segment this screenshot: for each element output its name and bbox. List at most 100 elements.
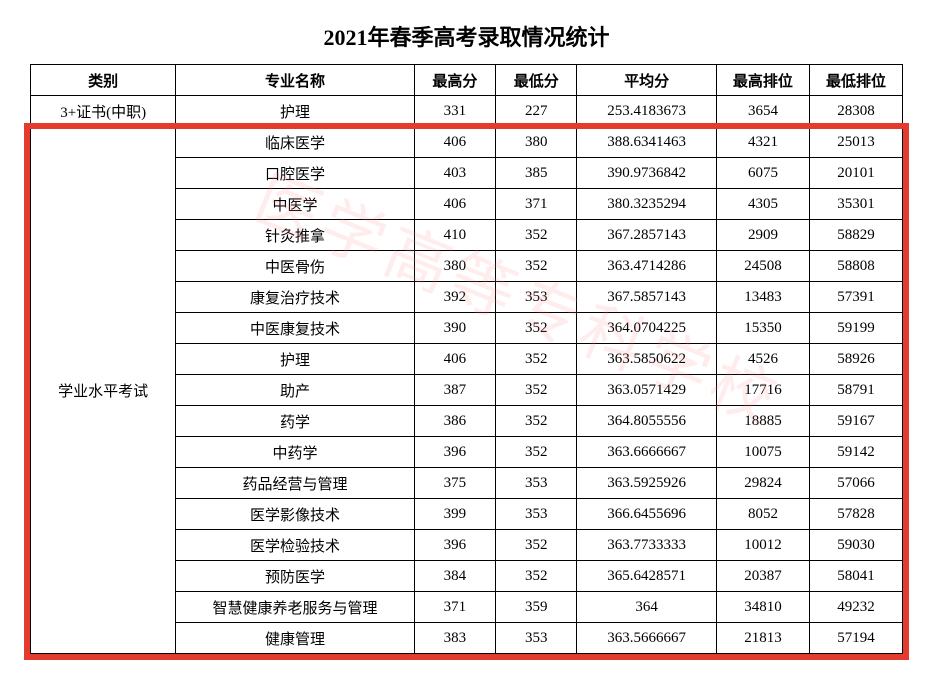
data-cell: 352 [496, 406, 577, 437]
data-cell: 护理 [176, 96, 414, 127]
data-cell: 13483 [716, 282, 809, 313]
data-cell: 363.0571429 [577, 375, 717, 406]
data-cell: 中医学 [176, 189, 414, 220]
data-cell: 375 [414, 468, 495, 499]
data-cell: 针灸推拿 [176, 220, 414, 251]
data-cell: 10012 [716, 530, 809, 561]
data-cell: 口腔医学 [176, 158, 414, 189]
data-cell: 49232 [809, 592, 902, 623]
data-cell: 25013 [809, 127, 902, 158]
data-cell: 385 [496, 158, 577, 189]
page-title: 2021年春季高考录取情况统计 [30, 20, 903, 52]
data-cell: 健康管理 [176, 623, 414, 654]
data-cell: 59030 [809, 530, 902, 561]
data-cell: 380 [414, 251, 495, 282]
data-cell: 58829 [809, 220, 902, 251]
admission-stats-table: 类别 专业名称 最高分 最低分 平均分 最高排位 最低排位 3+证书(中职)护理… [30, 64, 903, 654]
table-body: 3+证书(中职)护理331227253.4183673365428308学业水平… [31, 96, 903, 654]
data-cell: 中医康复技术 [176, 313, 414, 344]
data-cell: 363.6666667 [577, 437, 717, 468]
data-cell: 助产 [176, 375, 414, 406]
col-category: 类别 [31, 65, 176, 96]
data-cell: 预防医学 [176, 561, 414, 592]
data-cell: 371 [414, 592, 495, 623]
data-cell: 护理 [176, 344, 414, 375]
col-major: 专业名称 [176, 65, 414, 96]
data-cell: 医学影像技术 [176, 499, 414, 530]
data-cell: 34810 [716, 592, 809, 623]
data-cell: 253.4183673 [577, 96, 717, 127]
data-cell: 10075 [716, 437, 809, 468]
data-cell: 386 [414, 406, 495, 437]
data-cell: 410 [414, 220, 495, 251]
data-cell: 20101 [809, 158, 902, 189]
data-cell: 58041 [809, 561, 902, 592]
data-cell: 58791 [809, 375, 902, 406]
data-cell: 3654 [716, 96, 809, 127]
data-cell: 57828 [809, 499, 902, 530]
data-cell: 352 [496, 251, 577, 282]
data-cell: 18885 [716, 406, 809, 437]
data-cell: 390 [414, 313, 495, 344]
data-cell: 366.6455696 [577, 499, 717, 530]
data-cell: 4321 [716, 127, 809, 158]
data-cell: 中药学 [176, 437, 414, 468]
data-cell: 17716 [716, 375, 809, 406]
data-cell: 21813 [716, 623, 809, 654]
data-cell: 58808 [809, 251, 902, 282]
data-cell: 359 [496, 592, 577, 623]
data-cell: 380.3235294 [577, 189, 717, 220]
data-cell: 364.0704225 [577, 313, 717, 344]
data-cell: 396 [414, 437, 495, 468]
data-cell: 智慧健康养老服务与管理 [176, 592, 414, 623]
category-cell: 3+证书(中职) [31, 96, 176, 127]
data-cell: 352 [496, 313, 577, 344]
data-cell: 29824 [716, 468, 809, 499]
data-cell: 387 [414, 375, 495, 406]
data-cell: 363.4714286 [577, 251, 717, 282]
data-cell: 59199 [809, 313, 902, 344]
data-cell: 363.5850622 [577, 344, 717, 375]
data-cell: 353 [496, 623, 577, 654]
data-cell: 363.5666667 [577, 623, 717, 654]
data-cell: 383 [414, 623, 495, 654]
data-cell: 367.5857143 [577, 282, 717, 313]
table-row: 3+证书(中职)护理331227253.4183673365428308 [31, 96, 903, 127]
data-cell: 352 [496, 530, 577, 561]
data-cell: 药学 [176, 406, 414, 437]
data-cell: 352 [496, 375, 577, 406]
data-cell: 临床医学 [176, 127, 414, 158]
data-cell: 20387 [716, 561, 809, 592]
data-cell: 396 [414, 530, 495, 561]
data-cell: 8052 [716, 499, 809, 530]
data-cell: 59167 [809, 406, 902, 437]
data-cell: 392 [414, 282, 495, 313]
table-row: 学业水平考试临床医学406380388.6341463432125013 [31, 127, 903, 158]
col-minscore: 最低分 [496, 65, 577, 96]
data-cell: 2909 [716, 220, 809, 251]
data-cell: 医学检验技术 [176, 530, 414, 561]
data-cell: 227 [496, 96, 577, 127]
data-cell: 353 [496, 468, 577, 499]
data-cell: 367.2857143 [577, 220, 717, 251]
data-cell: 364.8055556 [577, 406, 717, 437]
data-cell: 380 [496, 127, 577, 158]
data-cell: 352 [496, 561, 577, 592]
data-cell: 388.6341463 [577, 127, 717, 158]
data-cell: 24508 [716, 251, 809, 282]
data-cell: 4526 [716, 344, 809, 375]
data-cell: 364 [577, 592, 717, 623]
data-cell: 35301 [809, 189, 902, 220]
data-cell: 406 [414, 189, 495, 220]
data-cell: 384 [414, 561, 495, 592]
col-minrank: 最低排位 [809, 65, 902, 96]
data-cell: 57391 [809, 282, 902, 313]
data-cell: 中医骨伤 [176, 251, 414, 282]
col-maxrank: 最高排位 [716, 65, 809, 96]
data-cell: 365.6428571 [577, 561, 717, 592]
data-cell: 403 [414, 158, 495, 189]
data-cell: 58926 [809, 344, 902, 375]
data-cell: 352 [496, 437, 577, 468]
data-cell: 406 [414, 344, 495, 375]
data-cell: 353 [496, 499, 577, 530]
